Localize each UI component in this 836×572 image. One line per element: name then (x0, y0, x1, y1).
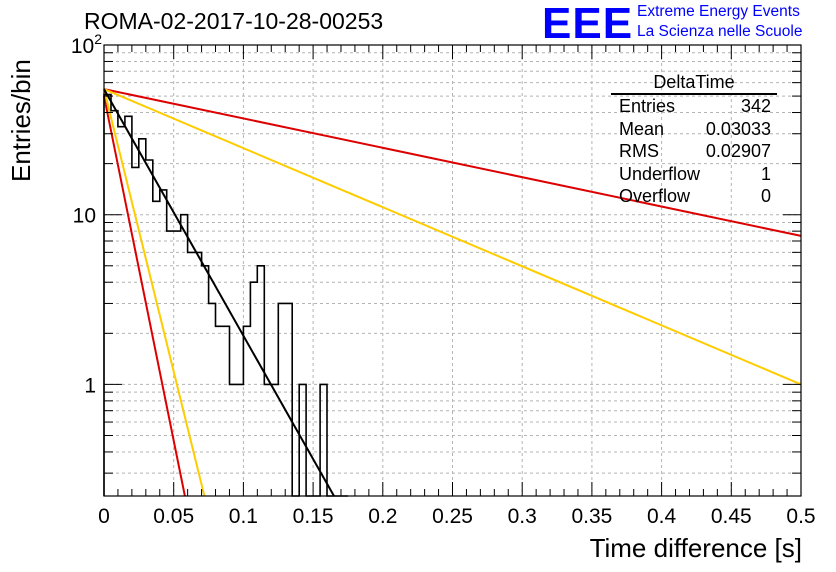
fit-line (103, 88, 802, 237)
stats-label: Mean (619, 118, 665, 139)
stats-value: 1 (760, 163, 771, 184)
stats-row: Entries 342 (611, 95, 777, 118)
stats-value: 0.02907 (705, 141, 771, 161)
stats-row: Mean 0.03033 (611, 118, 777, 141)
stats-row: Overflow 0 (611, 185, 777, 208)
logo-line-2: La Scienza nelle Scuole (637, 23, 803, 40)
stats-label: Overflow (619, 186, 691, 206)
fit-curves (103, 88, 802, 497)
x-tick-label: 0.2 (368, 505, 397, 528)
stats-label: Entries (619, 96, 676, 116)
x-tick-label: 0.3 (508, 505, 537, 528)
tick-labels: 0 0.05 0.1 0.15 0.2 0.25 0.3 0.35 0.4 0.45 0.51101… (71, 31, 816, 528)
x-tick-label: 0 (98, 505, 110, 528)
x-tick-label: 0.25 (432, 505, 473, 528)
stats-value: 0 (760, 186, 771, 206)
y-axis-label: Entries/bin (6, 59, 36, 182)
y-tick-label: 1 (84, 374, 96, 397)
x-tick-label: 0.15 (293, 505, 334, 528)
fit-line (103, 95, 186, 497)
x-axis-label: Time difference [s] (589, 533, 802, 563)
fit-line (103, 88, 335, 497)
x-tick-label: 0.45 (711, 505, 752, 528)
fit-line (103, 88, 802, 386)
stats-row: RMS 0.02907 (611, 140, 777, 163)
x-tick-label: 0.4 (647, 505, 677, 528)
logo-line-1: Extreme Energy Events (637, 3, 800, 20)
stats-value: 342 (740, 96, 771, 116)
histogram (103, 93, 348, 497)
y-tick-label: 102 (71, 31, 102, 58)
y-tick-label: 10 (73, 205, 96, 228)
x-tick-label: 0.1 (229, 505, 258, 528)
fit-line (103, 88, 206, 497)
stats-box: DeltaTime Entries 342 Mean 0.03033 RMS 0.02… (611, 72, 777, 208)
stats-title: DeltaTime (611, 72, 777, 95)
axis-ticks (103, 44, 802, 496)
stats-label: Underflow (619, 163, 701, 184)
eee-logo: EEE (542, 0, 634, 48)
x-tick-label: 0.5 (786, 505, 815, 528)
x-tick-label: 0.05 (153, 505, 194, 528)
stats-value: 0.03033 (705, 118, 771, 139)
chart-title: ROMA-02-2017-10-28-00253 (84, 8, 384, 34)
histogram-bins (103, 93, 348, 497)
x-tick-label: 0.35 (571, 505, 612, 528)
stats-row: Underflow 1 (611, 163, 777, 186)
stats-label: RMS (619, 141, 659, 161)
